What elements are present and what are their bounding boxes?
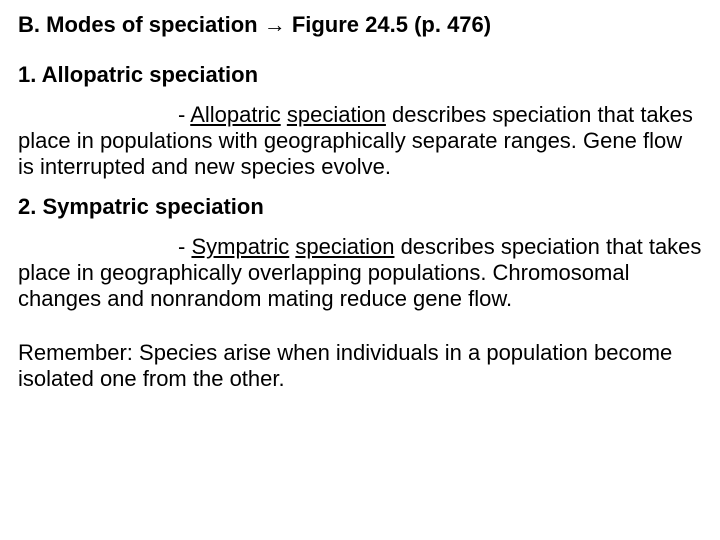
body-text-1a: describes speciation that — [386, 102, 634, 127]
arrow-icon: → — [264, 12, 286, 37]
document-page: B. Modes of speciation → Figure 24.5 (p.… — [0, 0, 720, 540]
subsection-2-title: 2. Sympatric speciation — [18, 194, 702, 220]
subsection-1-title: 1. Allopatric speciation — [18, 62, 702, 88]
heading-prefix: B. Modes of speciation — [18, 12, 264, 37]
term-allopatric: Allopatric — [190, 102, 280, 127]
section-heading: B. Modes of speciation → Figure 24.5 (p.… — [18, 12, 702, 38]
subsection-1-body: - Allopatric speciation describes specia… — [18, 102, 702, 180]
heading-suffix: Figure 24.5 (p. 476) — [286, 12, 491, 37]
dash: - — [178, 234, 191, 259]
term-sympatric: Sympatric — [191, 234, 289, 259]
dash: - — [178, 102, 190, 127]
subsection-2-body: - Sympatric speciation describes speciat… — [18, 234, 702, 312]
term-speciation: speciation — [295, 234, 394, 259]
body-text-2a: describes speciation — [394, 234, 599, 259]
term-speciation: speciation — [287, 102, 386, 127]
remember-note: Remember: Species arise when individuals… — [18, 340, 702, 392]
